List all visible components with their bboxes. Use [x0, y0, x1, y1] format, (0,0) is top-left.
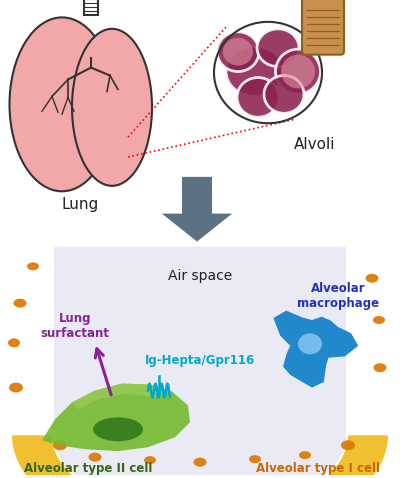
FancyBboxPatch shape	[302, 0, 344, 54]
Ellipse shape	[214, 29, 262, 75]
Polygon shape	[12, 435, 388, 478]
Text: Alveolar type I cell: Alveolar type I cell	[256, 462, 380, 475]
Ellipse shape	[298, 333, 322, 354]
Text: Ig-Hepta/Gpr116: Ig-Hepta/Gpr116	[145, 354, 255, 367]
Polygon shape	[162, 177, 232, 241]
Polygon shape	[162, 177, 232, 241]
Bar	[84, 0, 98, 15]
Polygon shape	[274, 311, 358, 388]
Polygon shape	[72, 383, 168, 410]
Ellipse shape	[72, 29, 152, 186]
Ellipse shape	[223, 38, 253, 65]
Ellipse shape	[261, 73, 307, 116]
Ellipse shape	[53, 440, 67, 450]
Polygon shape	[54, 247, 346, 478]
Ellipse shape	[373, 316, 385, 324]
Ellipse shape	[299, 451, 311, 459]
Ellipse shape	[88, 453, 102, 462]
Ellipse shape	[276, 49, 320, 94]
Ellipse shape	[257, 29, 299, 66]
Ellipse shape	[254, 26, 302, 70]
Ellipse shape	[226, 47, 284, 97]
Ellipse shape	[366, 274, 378, 282]
Text: Lung: Lung	[61, 197, 99, 212]
Ellipse shape	[8, 338, 20, 348]
Text: Alveolar type II cell: Alveolar type II cell	[24, 462, 152, 475]
Ellipse shape	[194, 457, 206, 467]
Ellipse shape	[27, 262, 39, 270]
Ellipse shape	[9, 382, 23, 392]
Ellipse shape	[14, 299, 26, 307]
Ellipse shape	[281, 54, 315, 88]
Ellipse shape	[237, 77, 279, 117]
Text: Alveolar
macrophage: Alveolar macrophage	[297, 282, 379, 310]
Polygon shape	[42, 383, 190, 451]
Ellipse shape	[272, 46, 324, 97]
Ellipse shape	[223, 43, 287, 99]
Ellipse shape	[374, 363, 386, 372]
Ellipse shape	[217, 32, 259, 72]
Ellipse shape	[234, 75, 282, 120]
Ellipse shape	[249, 455, 261, 463]
Text: Lung
surfactant: Lung surfactant	[40, 312, 110, 340]
Ellipse shape	[10, 17, 114, 191]
Text: Alvoli: Alvoli	[294, 137, 336, 152]
Text: Air space: Air space	[168, 269, 232, 283]
Ellipse shape	[144, 456, 156, 464]
Ellipse shape	[93, 417, 143, 441]
Ellipse shape	[264, 76, 304, 113]
Ellipse shape	[341, 440, 355, 450]
